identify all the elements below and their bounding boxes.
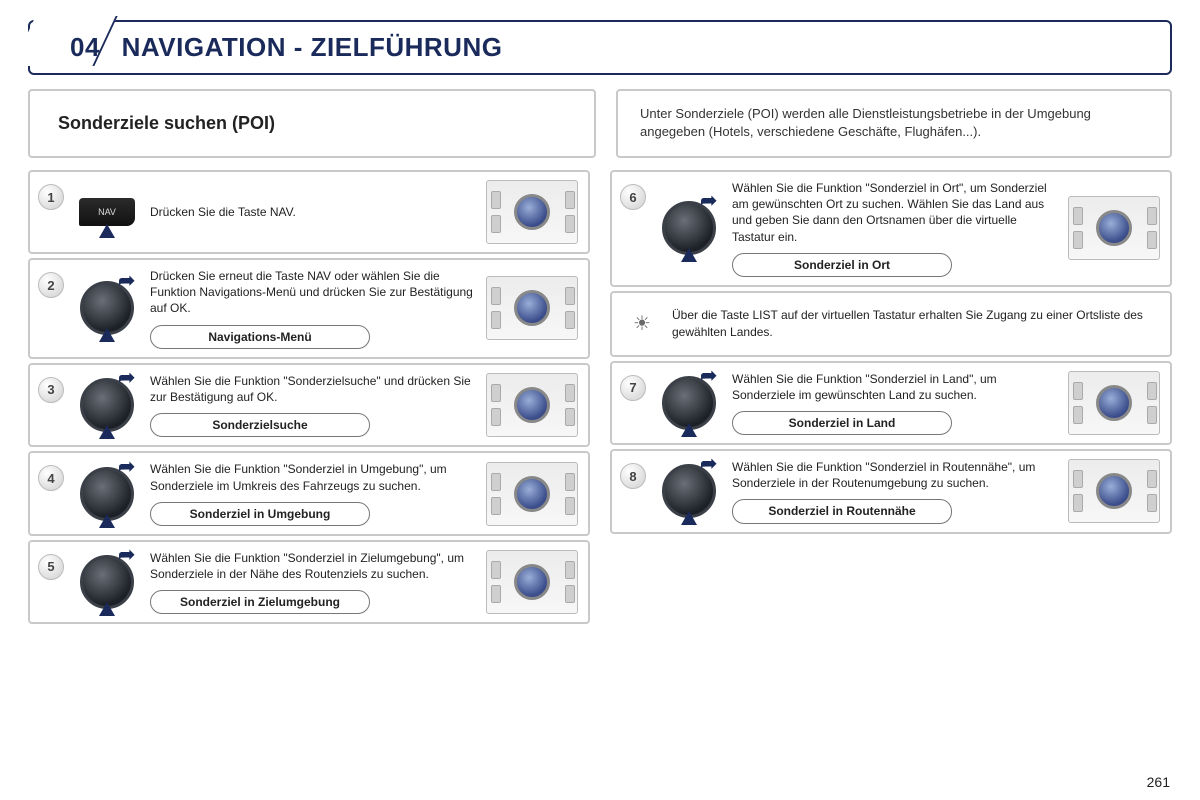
step-5: 5 ➦ Wählen Sie die Funktion "Sonderziel in… — [28, 540, 590, 625]
intro-row: Sonderziele suchen (POI) Unter Sonderzie… — [28, 89, 1172, 158]
intro-description: Unter Sonderziele (POI) werden alle Dien… — [616, 89, 1172, 158]
section-number: 04 — [70, 32, 100, 62]
step-8: 8 ➦ Wählen Sie die Funktion "Sonderziel in… — [610, 449, 1172, 534]
step-body: Wählen Sie die Funktion "Sonderziel in R… — [732, 459, 1056, 524]
step-7: 7 ➦ Wählen Sie die Funktion "Sonderziel in… — [610, 361, 1172, 446]
step-number: 4 — [38, 465, 64, 491]
step-text: Wählen Sie die Funktion "Sonderzielsuche… — [150, 373, 474, 405]
menu-label: Navigations-Menü — [150, 325, 370, 349]
console-thumbnail — [486, 373, 578, 437]
section-title: NAVIGATION - ZIELFÜHRUNG — [122, 32, 503, 62]
step-text: Wählen Sie die Funktion "Sonderziel in Z… — [150, 550, 474, 582]
tip-icon: ☀ — [628, 310, 656, 338]
step-number: 5 — [38, 554, 64, 580]
rotary-knob-icon: ➦ — [658, 201, 720, 255]
step-number: 8 — [620, 463, 646, 489]
page-number: 261 — [1147, 774, 1170, 790]
menu-label: Sonderziel in Routennähe — [732, 499, 952, 523]
console-thumbnail — [486, 462, 578, 526]
console-thumbnail — [1068, 196, 1160, 260]
menu-label: Sonderziel in Umgebung — [150, 502, 370, 526]
step-3: 3 ➦ Wählen Sie die Funktion "Sonderzielsuc… — [28, 363, 590, 448]
page-header: 04 NAVIGATION - ZIELFÜHRUNG — [28, 20, 1172, 75]
console-thumbnail — [486, 180, 578, 244]
rotary-knob-icon: ➦ — [76, 555, 138, 609]
step-number: 6 — [620, 184, 646, 210]
console-thumbnail — [1068, 371, 1160, 435]
step-text: Wählen Sie die Funktion "Sonderziel in L… — [732, 371, 1056, 403]
right-column: 6➦Wählen Sie die Funktion "Sonderziel in… — [610, 170, 1172, 624]
step-body: Wählen Sie die Funktion "Sonderziel in L… — [732, 371, 1056, 436]
menu-label: Sonderziel in Ort — [732, 253, 952, 277]
menu-label: Sonderziel in Land — [732, 411, 952, 435]
rotary-knob-icon: ➦ — [76, 467, 138, 521]
step-6: 6 ➦Wählen Sie die Funktion "Sonderziel in… — [610, 170, 1172, 287]
left-column: 1NAVDrücken Sie die Taste NAV.2➦Drücken … — [28, 170, 590, 624]
rotary-knob-icon: ➦ — [658, 376, 720, 430]
steps-columns: 1NAVDrücken Sie die Taste NAV.2➦Drücken … — [28, 170, 1172, 624]
step-4: 4 ➦ Wählen Sie die Funktion "Sonderziel in… — [28, 451, 590, 536]
intro-heading: Sonderziele suchen (POI) — [28, 89, 596, 158]
console-thumbnail — [486, 550, 578, 614]
step-body: Wählen Sie die Funktion "Sonderziel in O… — [732, 180, 1056, 277]
note-text: Über die Taste LIST auf der virtuellen T… — [672, 307, 1154, 341]
rotary-knob-icon: ➦ — [658, 464, 720, 518]
step-text: Wählen Sie die Funktion "Sonderziel in R… — [732, 459, 1056, 491]
step-body: Wählen Sie die Funktion "Sonderziel in U… — [150, 461, 474, 526]
rotary-knob-icon: ➦ — [76, 378, 138, 432]
step-text: Drücken Sie die Taste NAV. — [150, 204, 474, 220]
rotary-knob-icon: ➦ — [76, 281, 138, 335]
step-body: Drücken Sie erneut die Taste NAV oder wä… — [150, 268, 474, 349]
menu-label: Sonderzielsuche — [150, 413, 370, 437]
step-number: 1 — [38, 184, 64, 210]
step-body: Wählen Sie die Funktion "Sonderzielsuche… — [150, 373, 474, 438]
step-1: 1 NAV Drücken Sie die Taste NAV. — [28, 170, 590, 254]
step-number: 2 — [38, 272, 64, 298]
menu-label: Sonderziel in Zielumgebung — [150, 590, 370, 614]
step-body: Wählen Sie die Funktion "Sonderziel in Z… — [150, 550, 474, 615]
step-number: 3 — [38, 377, 64, 403]
step-body: Drücken Sie die Taste NAV. — [150, 204, 474, 220]
nav-button-icon: NAV — [76, 198, 138, 226]
step-text: Wählen Sie die Funktion "Sonderziel in U… — [150, 461, 474, 493]
note-step: ☀ Über die Taste LIST auf der virtuellen … — [610, 291, 1172, 357]
console-thumbnail — [1068, 459, 1160, 523]
console-thumbnail — [486, 276, 578, 340]
step-text: Drücken Sie erneut die Taste NAV oder wä… — [150, 268, 474, 317]
step-text: Wählen Sie die Funktion "Sonderziel in O… — [732, 180, 1056, 245]
step-number: 7 — [620, 375, 646, 401]
step-2: 2 ➦Drücken Sie erneut die Taste NAV oder … — [28, 258, 590, 359]
page-title: 04 NAVIGATION - ZIELFÜHRUNG — [70, 32, 1150, 63]
